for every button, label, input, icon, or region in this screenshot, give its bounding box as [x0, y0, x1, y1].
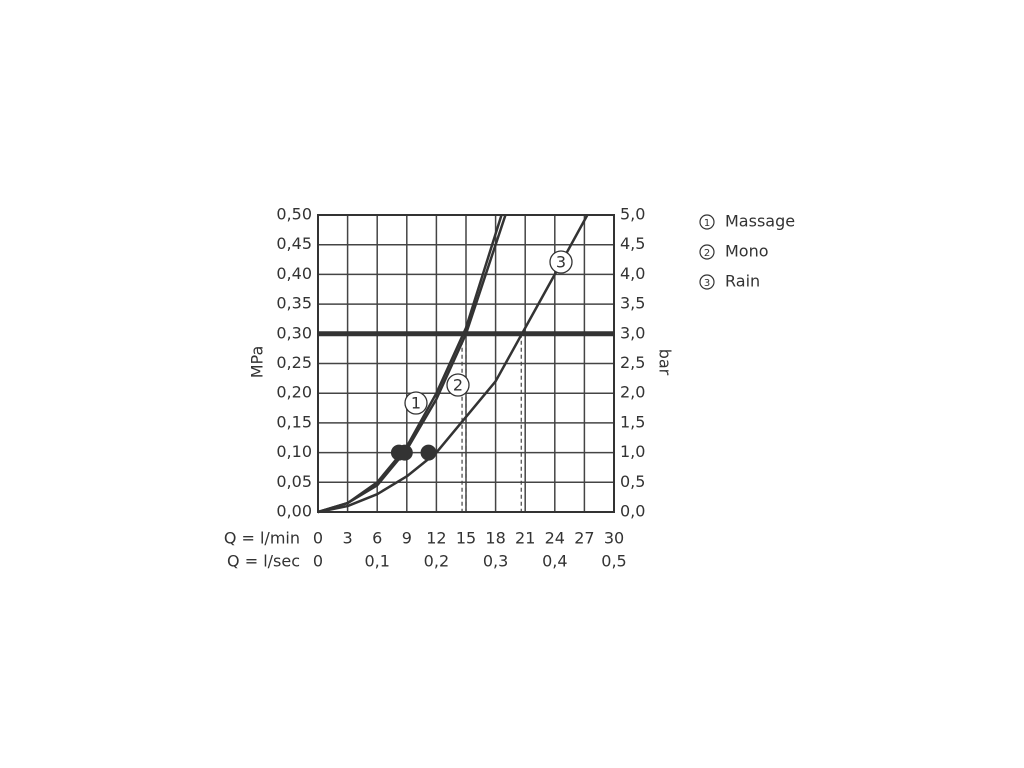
legend-number: 3: [704, 278, 710, 289]
y-tick-label: 0,05: [276, 472, 312, 491]
y-tick-label: 0,10: [276, 442, 312, 461]
legend-ring: [699, 214, 715, 230]
x2-tick-label: 0,3: [483, 552, 508, 571]
legend-label: Mono: [725, 242, 769, 261]
y-axis-label: MPa: [248, 346, 267, 379]
y-tick-label: 0,00: [276, 502, 312, 521]
curve-label: 3: [556, 253, 566, 272]
y2-tick-label: 1,5: [620, 412, 645, 431]
x-tick-label: 24: [545, 529, 565, 548]
x-tick-label: 0: [313, 529, 323, 548]
y-tick-label: 0,25: [276, 353, 312, 372]
x-tick-label: 27: [574, 529, 594, 548]
y2-axis-label: bar: [656, 349, 675, 376]
x-tick-label: 9: [402, 529, 412, 548]
legend-ring: [699, 244, 715, 260]
y2-tick-label: 2,5: [620, 353, 645, 372]
x-axis-label: Q = l/min: [224, 529, 300, 548]
x2-tick-label: 0,2: [424, 552, 449, 571]
y-tick-label: 0,35: [276, 294, 312, 313]
plot-frame: [317, 214, 615, 513]
y2-tick-label: 0,0: [620, 502, 645, 521]
legend-number: 1: [704, 218, 710, 229]
x-tick-label: 18: [485, 529, 505, 548]
y2-tick-label: 3,0: [620, 323, 645, 342]
y2-tick-label: 4,5: [620, 234, 645, 253]
operating-point: [396, 444, 413, 461]
y2-tick-label: 0,5: [620, 472, 645, 491]
y-tick-label: 0,50: [276, 205, 312, 224]
y-tick-label: 0,30: [276, 323, 312, 342]
curve-label: 2: [453, 376, 463, 395]
x2-tick-label: 0: [313, 552, 323, 571]
legend-number: 2: [704, 248, 710, 259]
curve-label: 1: [411, 394, 421, 413]
x2-tick-label: 0,5: [601, 552, 626, 571]
y2-tick-label: 5,0: [620, 205, 645, 224]
x-tick-label: 3: [343, 529, 353, 548]
x-tick-label: 21: [515, 529, 535, 548]
y2-tick-label: 2,0: [620, 383, 645, 402]
curve-label-ring: [549, 250, 573, 274]
legend-ring: [699, 274, 715, 290]
curve-label-ring: [404, 391, 428, 415]
x2-axis-label: Q = l/sec: [227, 552, 300, 571]
legend-label: Rain: [725, 272, 760, 291]
y-tick-label: 0,45: [276, 234, 312, 253]
y2-tick-label: 4,0: [620, 264, 645, 283]
y-tick-label: 0,15: [276, 412, 312, 431]
curve: [317, 214, 589, 514]
x-tick-label: 30: [604, 529, 624, 548]
y-tick-label: 0,20: [276, 383, 312, 402]
y2-tick-label: 3,5: [620, 294, 645, 313]
x-tick-label: 15: [456, 529, 476, 548]
y2-tick-label: 1,0: [620, 442, 645, 461]
operating-point: [420, 444, 437, 461]
y-tick-label: 0,40: [276, 264, 312, 283]
x-tick-label: 12: [426, 529, 446, 548]
legend-label: Massage: [725, 212, 795, 231]
x2-tick-label: 0,1: [364, 552, 389, 571]
x2-tick-label: 0,4: [542, 552, 567, 571]
x-tick-label: 6: [372, 529, 382, 548]
curve-label-ring: [446, 373, 470, 397]
